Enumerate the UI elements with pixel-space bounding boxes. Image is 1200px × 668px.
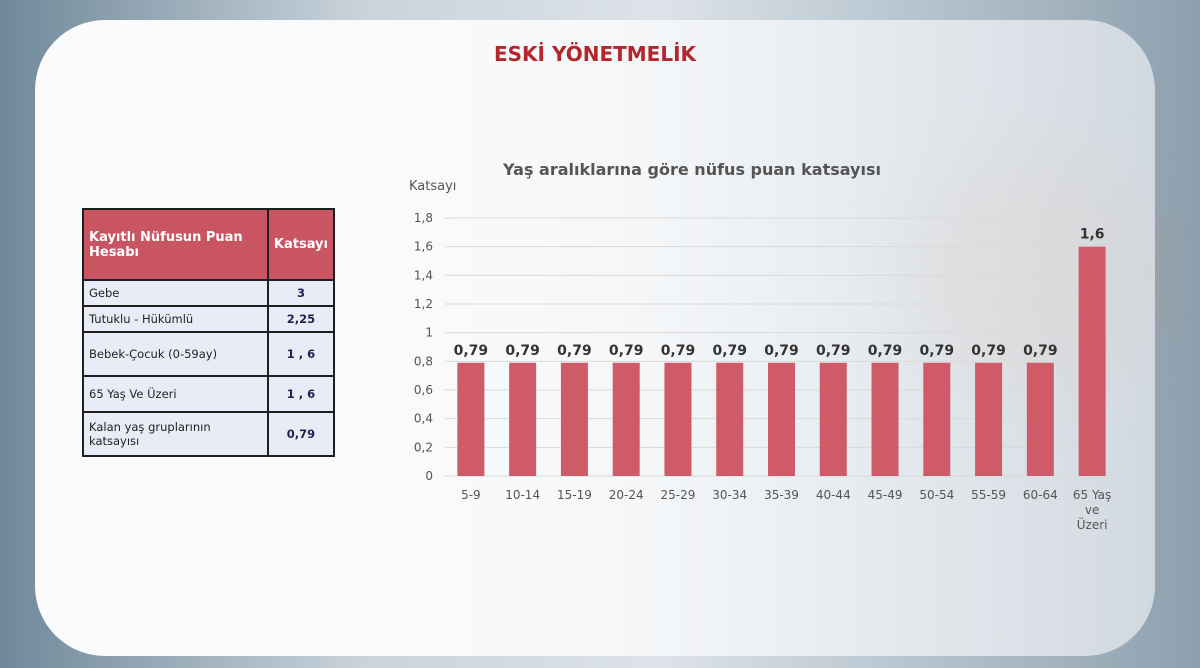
- bar: [560, 362, 588, 476]
- bar: [612, 362, 640, 476]
- row-label: 65 Yaş Ve Üzeri: [82, 375, 269, 413]
- data-label: 0,79: [557, 343, 592, 359]
- bar: [819, 362, 847, 476]
- x-tick-label: 5-9: [461, 488, 481, 502]
- data-label: 0,79: [971, 343, 1006, 359]
- data-label: 0,79: [816, 343, 851, 359]
- x-tick-label: 60-64: [1023, 488, 1058, 502]
- bar: [664, 362, 692, 476]
- x-tick-label: 30-34: [712, 488, 747, 502]
- bar: [1026, 362, 1054, 476]
- row-value: 0,79: [266, 411, 336, 457]
- data-label: 0,79: [920, 343, 955, 359]
- table-header-row: Kayıtlı Nüfusun Puan Hesabı Katsayı: [82, 208, 336, 281]
- data-label: 0,79: [868, 343, 903, 359]
- bar: [509, 362, 537, 476]
- bar: [871, 362, 899, 476]
- y-tick-label: 1,8: [414, 211, 433, 225]
- row-value: 1 , 6: [266, 375, 336, 413]
- chart-title: Yaş aralıklarına göre nüfus puan katsayı…: [502, 160, 881, 179]
- x-tick-label: 65 Yaş ve Üzeri: [1073, 488, 1111, 532]
- y-tick-label: 1,2: [414, 297, 433, 311]
- y-tick-label: 1: [425, 326, 433, 340]
- y-tick-label: 0: [425, 469, 433, 483]
- row-label: Gebe: [82, 279, 269, 307]
- slide-title: ESKİ YÖNETMELİK: [493, 42, 697, 66]
- row-value: 1 , 6: [266, 331, 336, 377]
- header-population: Kayıtlı Nüfusun Puan Hesabı: [82, 208, 269, 281]
- row-label: Tutuklu - Hükümlü: [82, 305, 269, 333]
- x-tick-label: 40-44: [816, 488, 851, 502]
- header-coefficient: Katsayı: [266, 208, 336, 281]
- y-tick-label: 1,4: [414, 268, 433, 282]
- row-label: Bebek-Çocuk (0-59ay): [82, 331, 269, 377]
- y-tick-label: 0,2: [414, 440, 433, 454]
- row-value: 3: [266, 279, 336, 307]
- table-row: Kalan yaş gruplarının katsayısı 0,79: [82, 411, 336, 457]
- bar: [1078, 246, 1106, 476]
- y-axis-label: Katsayı: [409, 179, 456, 194]
- data-label: 0,79: [661, 343, 696, 359]
- y-tick-label: 0,6: [414, 383, 433, 397]
- x-tick-label: 10-14: [505, 488, 540, 502]
- data-label: 0,79: [1023, 343, 1058, 359]
- bar: [716, 362, 744, 476]
- data-label: 0,79: [609, 343, 644, 359]
- x-tick-label: 25-29: [661, 488, 696, 502]
- data-label: 0,79: [712, 343, 747, 359]
- x-tick-label: 55-59: [971, 488, 1006, 502]
- bar: [457, 362, 485, 476]
- data-label: 0,79: [764, 343, 799, 359]
- data-label: 1,6: [1080, 227, 1105, 243]
- y-tick-label: 1,6: [414, 240, 433, 254]
- y-tick-label: 0,4: [414, 412, 433, 426]
- table-row: Tutuklu - Hükümlü 2,25: [82, 305, 336, 333]
- x-tick-label: 20-24: [609, 488, 644, 502]
- x-tick-label: 35-39: [764, 488, 799, 502]
- x-tick-label: 15-19: [557, 488, 592, 502]
- x-tick-label: 50-54: [919, 488, 954, 502]
- data-label: 0,79: [505, 343, 540, 359]
- bar: [923, 362, 951, 476]
- row-label: Kalan yaş gruplarının katsayısı: [82, 411, 269, 457]
- bar: [975, 362, 1003, 476]
- coefficient-table: Kayıtlı Nüfusun Puan Hesabı Katsayı Gebe…: [82, 208, 336, 457]
- bar: [768, 362, 795, 476]
- data-label: 0,79: [454, 343, 489, 359]
- table-row: 65 Yaş Ve Üzeri 1 , 6: [82, 375, 336, 413]
- y-tick-label: 0,8: [414, 354, 433, 368]
- x-tick-label: 45-49: [868, 488, 903, 502]
- table-row: Bebek-Çocuk (0-59ay) 1 , 6: [82, 331, 336, 377]
- row-value: 2,25: [266, 305, 336, 333]
- table-row: Gebe 3: [82, 279, 336, 307]
